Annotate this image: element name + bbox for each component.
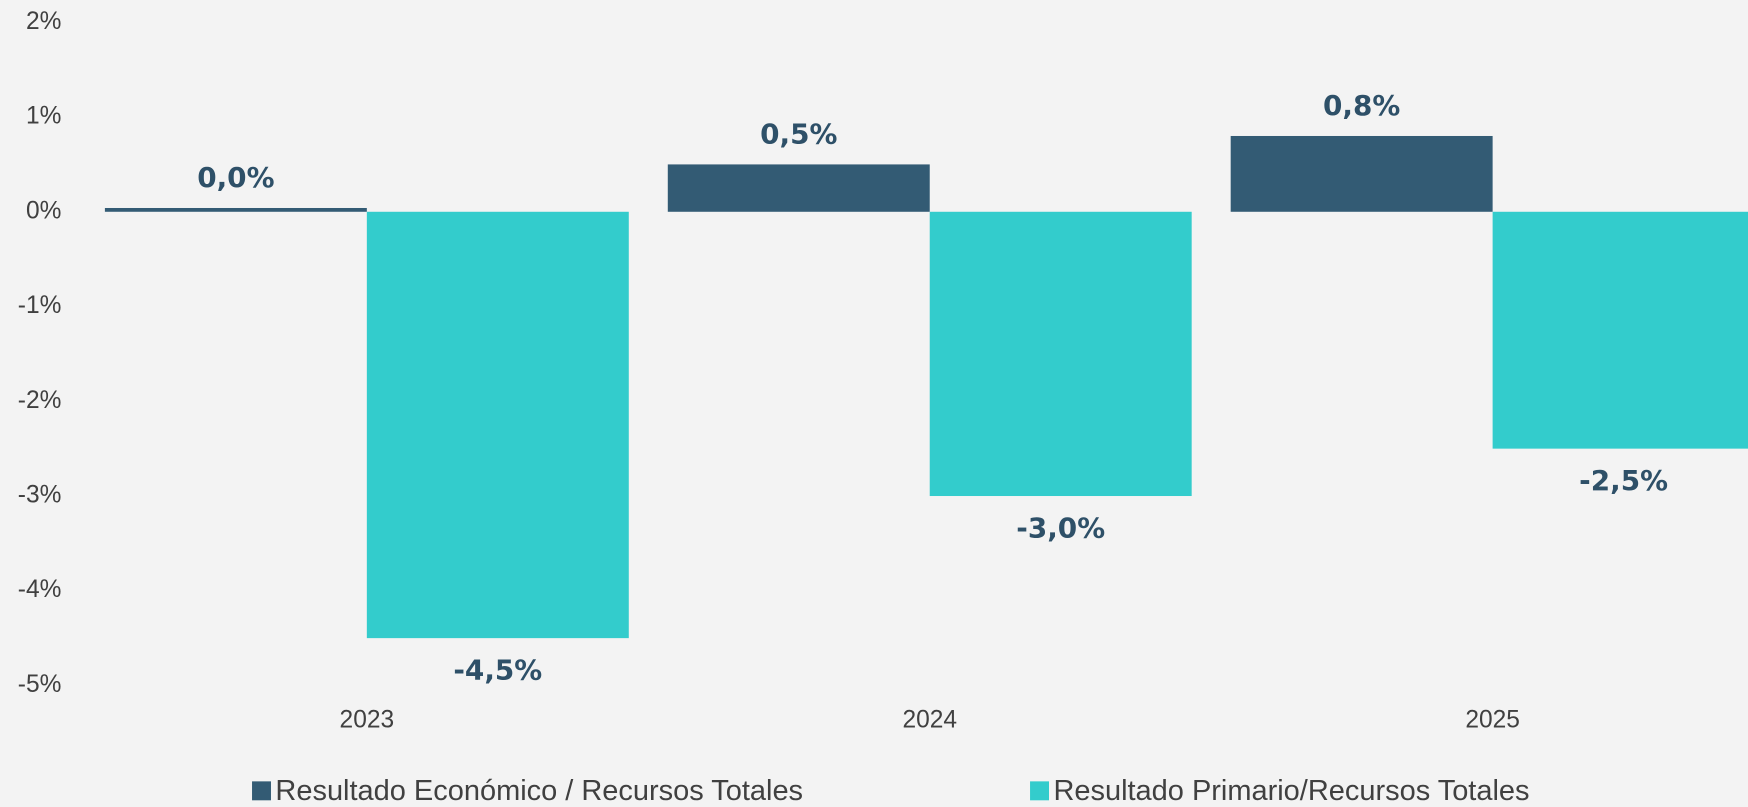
data-label: -4,5% xyxy=(453,654,542,687)
data-label: 0,0% xyxy=(197,161,274,194)
y-tick-label: -5% xyxy=(18,671,62,698)
y-tick-label: -3% xyxy=(18,481,62,508)
data-label: 0,8% xyxy=(1323,89,1400,122)
y-tick-label: 2% xyxy=(26,8,61,35)
legend-swatch xyxy=(1030,781,1049,801)
x-tick-label: 2025 xyxy=(1465,707,1520,734)
bar xyxy=(929,211,1192,497)
data-label: -3,0% xyxy=(1016,511,1105,544)
y-tick-label: 1% xyxy=(26,103,61,130)
bar xyxy=(1230,135,1493,212)
bar xyxy=(667,164,930,212)
data-label: -2,5% xyxy=(1579,464,1668,497)
data-label: 0,5% xyxy=(760,117,837,150)
y-tick-label: 0% xyxy=(26,197,61,224)
x-tick-label: 2024 xyxy=(902,707,957,734)
x-tick-label: 2023 xyxy=(340,707,395,734)
y-tick-label: -1% xyxy=(18,292,62,319)
y-tick-label: -2% xyxy=(18,387,62,414)
bar xyxy=(366,211,629,639)
y-tick-label: -4% xyxy=(18,576,62,603)
legend-label: Resultado Primario/Recursos Totales xyxy=(1053,775,1529,807)
bar xyxy=(1492,211,1748,449)
bar xyxy=(104,207,367,212)
legend-swatch xyxy=(252,781,271,801)
legend-label: Resultado Económico / Recursos Totales xyxy=(275,775,803,807)
